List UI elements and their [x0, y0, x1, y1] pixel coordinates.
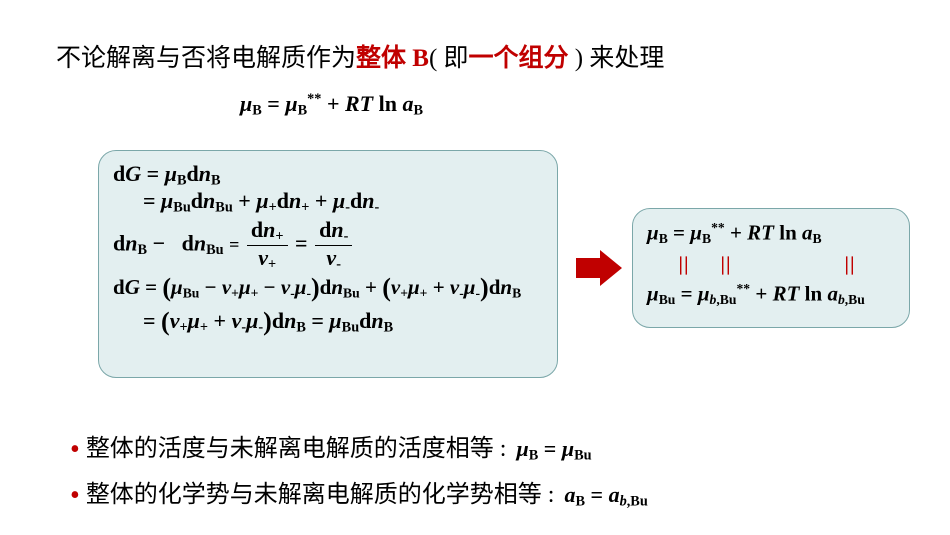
eq-l1: dG = μBdnB	[113, 163, 543, 188]
bullet-list: •整体的活度与未解离电解质的活度相等 : μB = μBu •整体的化学势与未解…	[70, 420, 648, 520]
title-red1: 整体 B	[356, 45, 429, 72]
top-equation: μB = μB** + RT ln aB	[240, 88, 423, 118]
title-line: 不论解离与否将电解质作为整体 B( 即一个组分 ) 来处理	[56, 38, 664, 74]
title-red2: 一个组分	[469, 45, 569, 72]
res-l2: μBu = μb,Bu** + RT ln ab,Bu	[647, 282, 899, 307]
derivation-box: dG = μBdnB = μBudnBu + μ+dn+ + μ-dn- dnB…	[98, 150, 558, 378]
eq-l2: = μBudnBu + μ+dn+ + μ-dn-	[113, 190, 543, 215]
bullet-dot-icon: •	[70, 480, 80, 511]
bullet-1-eq: μB = μBu	[516, 436, 591, 461]
res-l1: μB = μB** + RT ln aB	[647, 221, 899, 246]
title-mid: ( 即	[429, 45, 469, 72]
eq-l5: = (ν+μ+ + ν-μ-)dnB = μBudnB	[113, 309, 543, 335]
bullet-2-text: 整体的化学势与未解离电解质的化学势相等 :	[86, 482, 555, 508]
eq-l4: dG = (μBu − ν+μ+ − ν-μ-)dnBu + (ν+μ+ + ν…	[113, 275, 543, 301]
bullet-1-text: 整体的活度与未解离电解质的活度相等 :	[86, 436, 507, 462]
bullet-dot-icon: •	[70, 434, 80, 465]
title-pre: 不论解离与否将电解质作为	[56, 45, 356, 72]
eq-l3: dnB − dnBu = dn+ν+ = dn-ν-	[113, 219, 543, 272]
arrow-icon	[574, 248, 624, 288]
bullet-1: •整体的活度与未解离电解质的活度相等 : μB = μBu	[70, 428, 648, 466]
bullet-2-eq: aB = ab,Bu	[564, 482, 647, 507]
result-box: μB = μB** + RT ln aB = = = μBu = μb,Bu**…	[632, 208, 910, 328]
vertical-equals: = = =	[669, 248, 899, 280]
title-post: ) 来处理	[569, 45, 665, 72]
bullet-2: •整体的化学势与未解离电解质的化学势相等 : aB = ab,Bu	[70, 474, 648, 512]
